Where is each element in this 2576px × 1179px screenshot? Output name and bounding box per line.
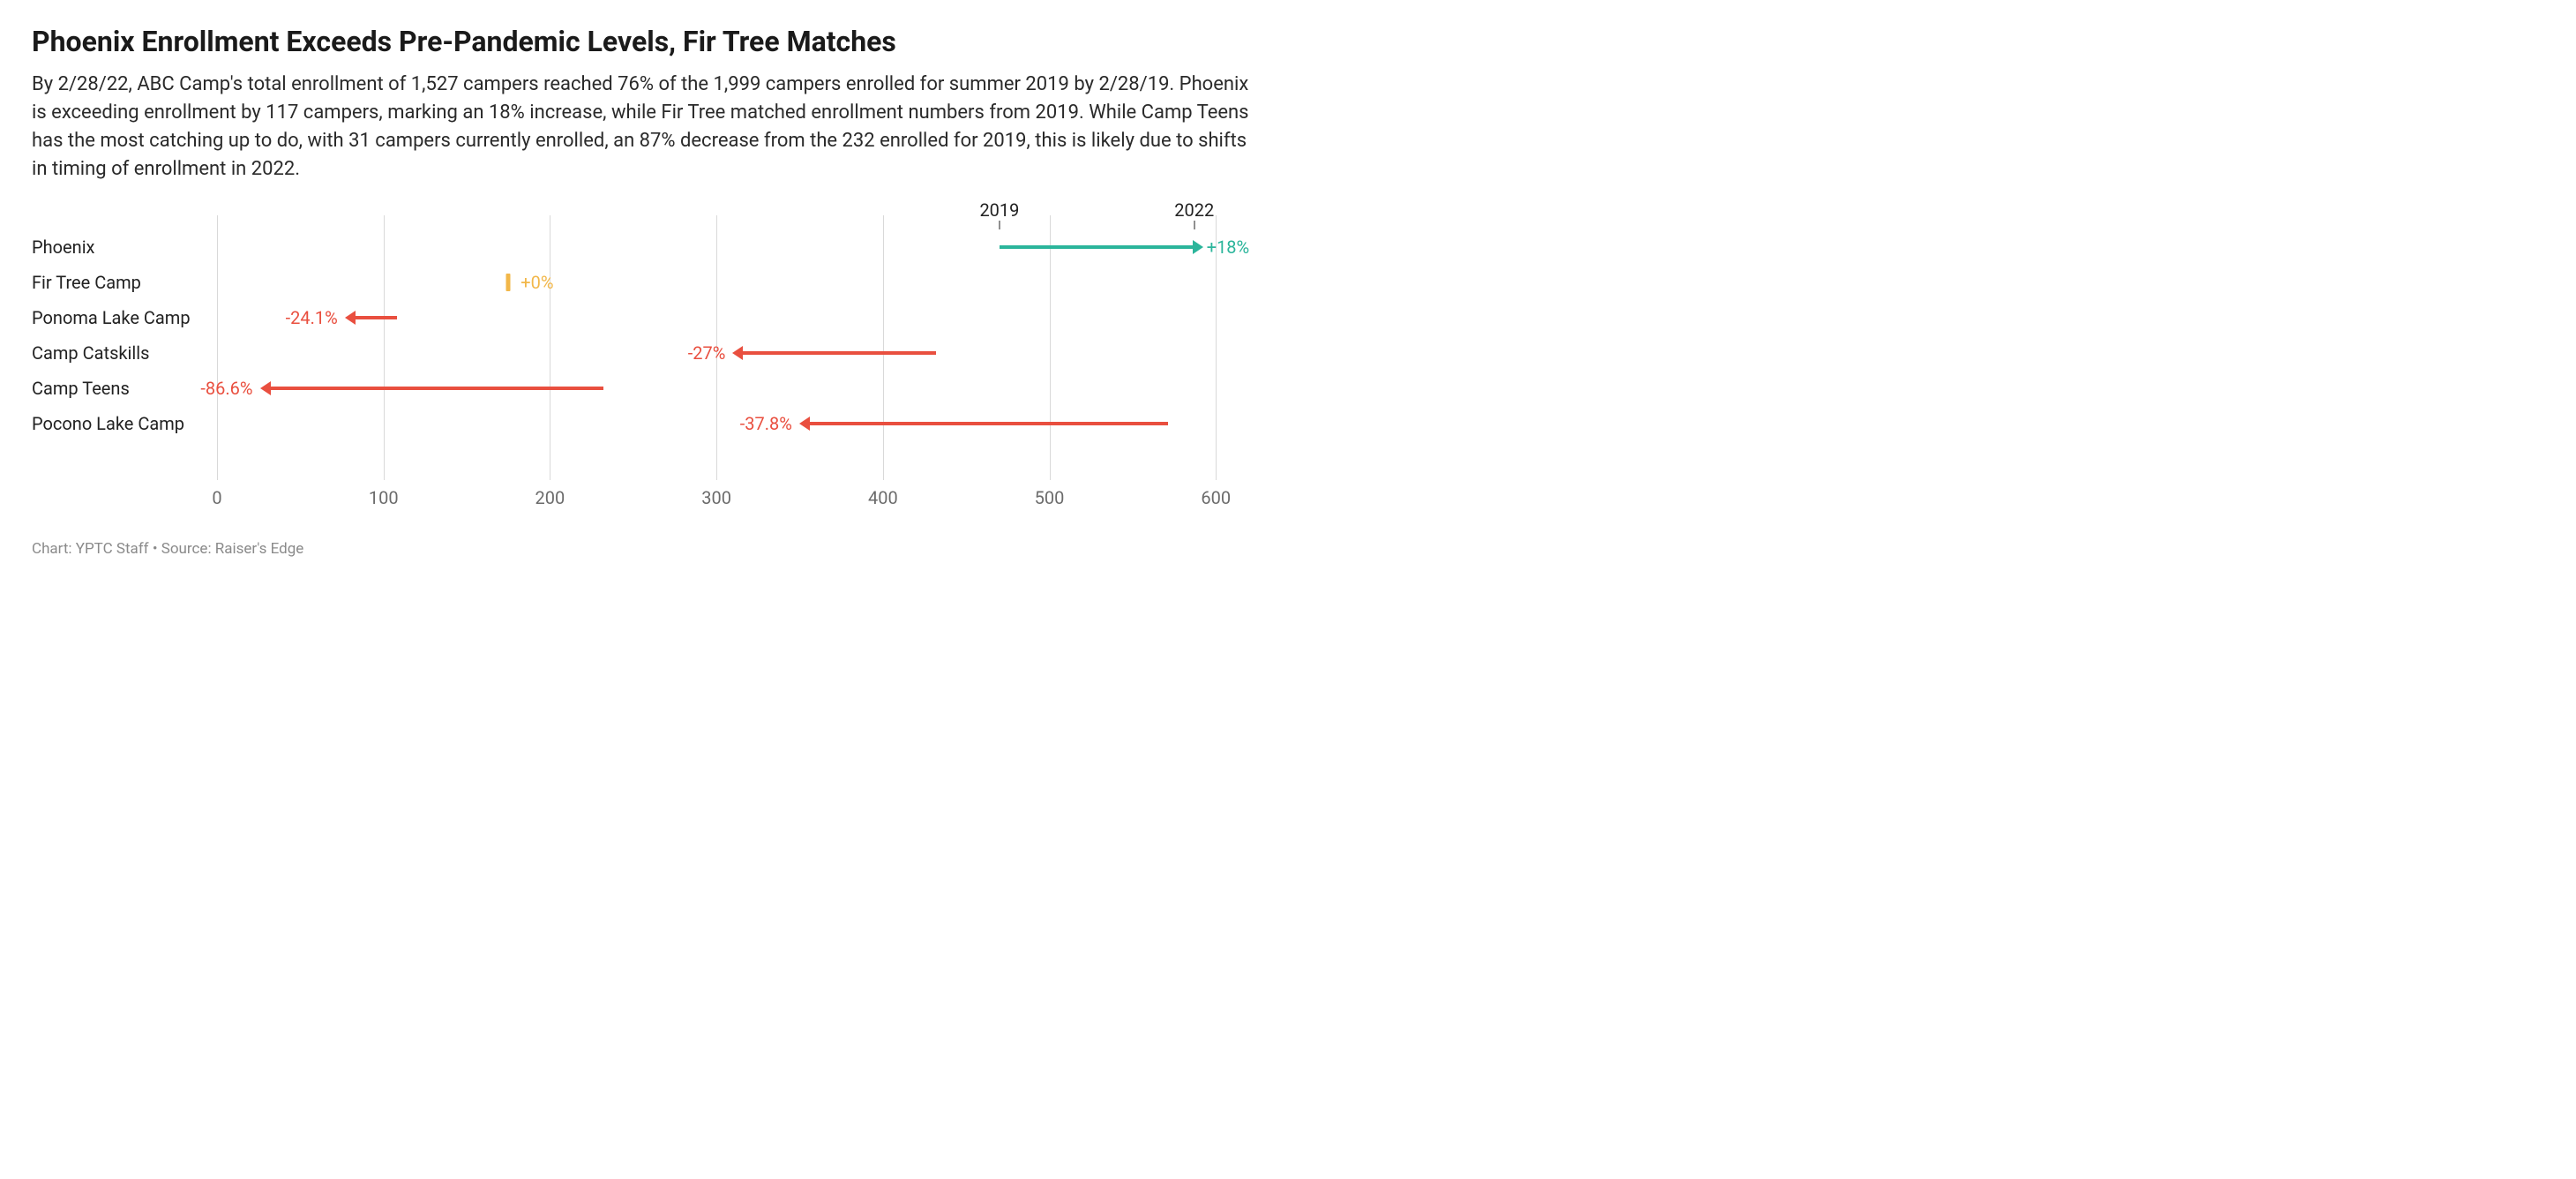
x-tick-label: 500 bbox=[1035, 487, 1065, 508]
y-axis-label: Camp Catskills bbox=[32, 342, 149, 364]
arrow-head-icon bbox=[260, 381, 271, 395]
x-tick-label: 100 bbox=[369, 487, 399, 508]
arrow-head-icon bbox=[799, 417, 810, 431]
gridline bbox=[1050, 215, 1051, 480]
plot-area: 010020030040050060020192022+18%+0%-24.1%… bbox=[217, 215, 1249, 480]
x-tick-label: 200 bbox=[535, 487, 565, 508]
percent-change-label: +18% bbox=[1207, 237, 1249, 258]
x-tick-label: 300 bbox=[701, 487, 731, 508]
y-axis-label: Phoenix bbox=[32, 237, 94, 258]
gridline bbox=[883, 215, 884, 480]
y-axis-label: Ponoma Lake Camp bbox=[32, 307, 191, 328]
arrow-head-icon bbox=[732, 346, 743, 360]
year-marker-2019: 2019 bbox=[979, 199, 1019, 221]
arrow-line bbox=[808, 422, 1168, 425]
chart-footer: Chart: YPTC Staff • Source: Raiser's Edg… bbox=[32, 540, 1256, 558]
y-axis-label: Pocono Lake Camp bbox=[32, 413, 184, 434]
percent-change-label: -86.6% bbox=[200, 378, 252, 399]
year-marker-2022: 2022 bbox=[1174, 199, 1214, 221]
x-tick-label: 400 bbox=[868, 487, 898, 508]
percent-change-label: +0% bbox=[520, 272, 553, 293]
arrow-line bbox=[269, 387, 603, 390]
arrow-line bbox=[741, 351, 936, 355]
y-axis-label: Fir Tree Camp bbox=[32, 272, 141, 293]
arrow-head-icon bbox=[345, 311, 356, 325]
gridline bbox=[217, 215, 218, 480]
percent-change-label: -24.1% bbox=[286, 307, 338, 328]
chart-title: Phoenix Enrollment Exceeds Pre-Pandemic … bbox=[32, 25, 1256, 58]
chart-area: Phoenix Fir Tree Camp Ponoma Lake Camp Camp… bbox=[32, 215, 1249, 515]
x-tick-label: 0 bbox=[212, 487, 221, 508]
percent-change-label: -37.8% bbox=[740, 413, 792, 434]
chart-subtitle: By 2/28/22, ABC Camp's total enrollment … bbox=[32, 71, 1249, 184]
x-tick-label: 600 bbox=[1201, 487, 1231, 508]
year-tick bbox=[999, 221, 1000, 229]
arrow-line bbox=[1000, 245, 1194, 249]
y-axis-label: Camp Teens bbox=[32, 378, 130, 399]
gridline bbox=[384, 215, 385, 480]
arrow-head-icon bbox=[1193, 240, 1203, 254]
percent-change-label: -27% bbox=[688, 342, 726, 364]
zero-change-marker bbox=[506, 274, 511, 291]
arrow-line bbox=[354, 316, 397, 319]
